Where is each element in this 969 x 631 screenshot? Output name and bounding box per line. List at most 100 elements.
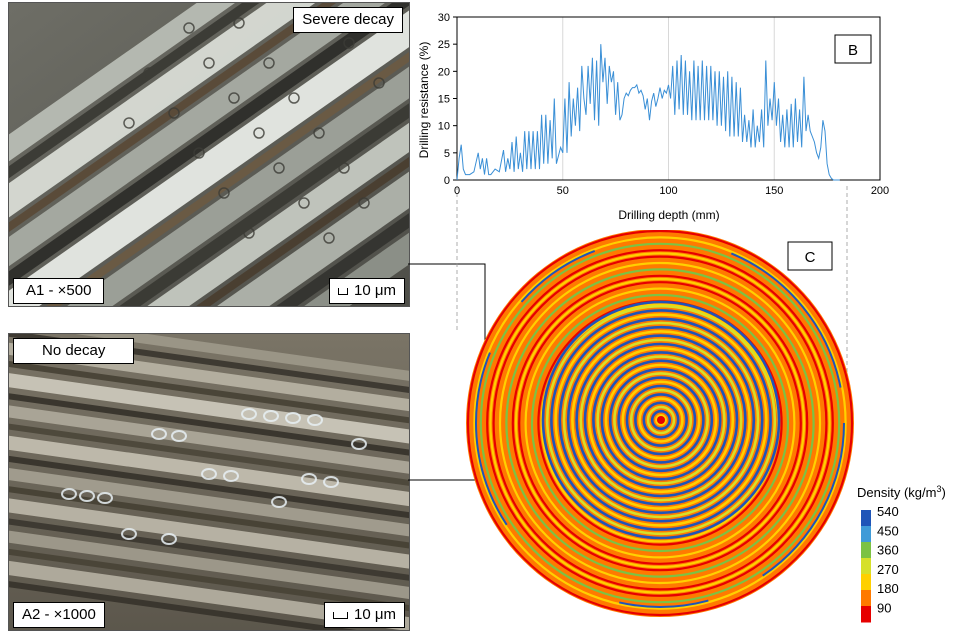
y-tick-label: 30 — [438, 12, 450, 24]
x-tick-label: 0 — [454, 185, 460, 197]
y-tick-label: 15 — [438, 94, 450, 106]
density-ring — [534, 297, 786, 549]
density-ring — [592, 351, 730, 489]
legend-color-swatch — [861, 574, 871, 591]
pith — [657, 416, 665, 424]
legend-color-swatch — [861, 526, 871, 543]
panel-label-b: B — [848, 42, 858, 59]
y-tick-label: 0 — [444, 175, 450, 187]
density-ring — [571, 330, 751, 510]
density-ring — [634, 393, 688, 447]
density-ring — [524, 287, 796, 559]
scale-bar-icon — [333, 611, 348, 619]
density-ring — [541, 300, 781, 540]
density-ring — [596, 355, 726, 485]
legend-label: 450 — [877, 523, 899, 538]
density-ring — [554, 313, 768, 527]
legend-label: 90 — [877, 601, 891, 616]
drilling-resistance-chart: 0 50 100 150 200 0 5 10 15 20 25 30 Drilling depth … — [417, 12, 889, 222]
density-ring — [470, 233, 850, 613]
legend-title: Density (kg/m3) — [857, 484, 946, 500]
legend-label: 540 — [877, 504, 899, 519]
density-ring — [475, 238, 845, 608]
density-ring — [545, 304, 777, 536]
density-ring — [479, 242, 841, 604]
x-tick-label: 50 — [557, 185, 569, 197]
density-ring — [527, 290, 793, 556]
density-ring — [575, 334, 747, 506]
x-tick-label: 200 — [871, 185, 889, 197]
legend-color-swatch — [861, 590, 871, 607]
legend-color-swatch — [861, 510, 871, 527]
panel-label-c-box — [787, 241, 833, 271]
density-ring — [505, 268, 815, 578]
density-ring — [579, 338, 743, 502]
legend-label: 360 — [877, 543, 899, 558]
density-ring — [508, 271, 812, 575]
density-ring — [621, 380, 701, 460]
density-legend: 540 450 360 270 180 90 — [861, 504, 899, 623]
drilling-resistance-series-line — [456, 44, 840, 181]
chart-axes — [453, 16, 881, 181]
density-ring — [650, 409, 672, 431]
density-ring — [562, 321, 760, 519]
chart-tick-labels: 0 50 100 150 200 0 5 10 15 20 25 30 — [438, 12, 889, 197]
y-axis-label: Drilling resistance (%) — [417, 42, 431, 159]
legend-label: 180 — [877, 581, 899, 596]
density-ring — [466, 230, 854, 617]
density-ring — [550, 309, 772, 531]
density-ring — [521, 284, 799, 562]
x-axis-label: Drilling depth (mm) — [618, 208, 719, 222]
density-ring — [482, 245, 838, 601]
density-ring — [642, 401, 680, 439]
scale-bar-a1: 10 μm — [329, 278, 405, 304]
density-ring — [473, 236, 847, 610]
density-ring — [625, 384, 697, 456]
density-ring — [492, 255, 828, 591]
density-ring — [629, 388, 693, 452]
density-rings — [466, 230, 854, 617]
density-ring — [646, 405, 676, 435]
scale-label-a1: 10 μm — [354, 282, 396, 299]
density-ring — [476, 239, 844, 607]
scale-bar-icon — [338, 287, 348, 295]
density-ring — [638, 397, 684, 443]
y-tick-label: 10 — [438, 121, 450, 133]
density-ring — [489, 252, 831, 594]
density-ring — [486, 249, 834, 597]
y-tick-label: 20 — [438, 66, 450, 78]
legend-color-swatch — [861, 606, 871, 623]
x-tick-label: 150 — [765, 185, 783, 197]
caption-a1: A1 - ×500 — [13, 278, 105, 304]
x-tick-label: 100 — [659, 185, 677, 197]
y-tick-label: 25 — [438, 39, 450, 51]
density-map: C Density (kg/m3) 540 450 360 270 180 90 — [466, 230, 946, 623]
micrograph-no-decay-image — [9, 334, 409, 630]
y-tick-label: 5 — [444, 148, 450, 160]
micrograph-no-decay: No decay A2 - ×1000 10 μm — [8, 333, 410, 631]
density-ring — [617, 376, 705, 464]
scale-label-a2: 10 μm — [354, 606, 396, 623]
panel-label-b-box — [834, 34, 872, 64]
density-ring — [583, 342, 739, 498]
scale-bar-a2: 10 μm — [324, 602, 405, 628]
density-ring — [587, 346, 735, 494]
panel-label-c: C — [805, 249, 816, 266]
density-ring — [566, 325, 756, 515]
caption-a2: A2 - ×1000 — [13, 602, 105, 628]
density-ring — [613, 372, 709, 468]
density-ring — [498, 261, 822, 585]
condition-label-no-decay: No decay — [13, 338, 135, 364]
micrograph-severe-decay: Severe decay A1 - ×500 10 μm — [8, 2, 410, 307]
density-ring — [608, 367, 714, 473]
density-ring — [518, 281, 802, 565]
density-ring — [511, 274, 809, 572]
density-ring — [502, 265, 818, 581]
legend-color-swatch — [861, 558, 871, 575]
density-ring — [530, 293, 790, 553]
density-ring — [600, 359, 722, 481]
density-ring — [558, 317, 764, 523]
micrograph-severe-decay-image — [9, 3, 409, 306]
legend-label: 270 — [877, 562, 899, 577]
condition-label-severe-decay: Severe decay — [293, 7, 403, 33]
